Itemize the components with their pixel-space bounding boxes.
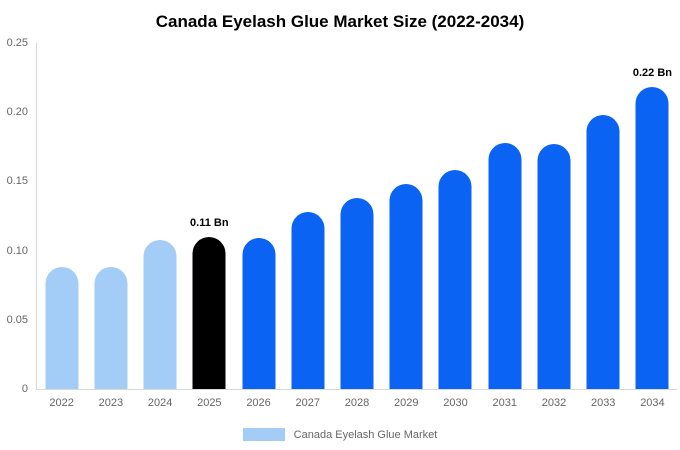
x-tick-label-2029: 2029 <box>394 397 419 409</box>
y-tick-label-0.20: 0.20 <box>6 106 28 119</box>
chart-title: Canada Eyelash Glue Market Size (2022-20… <box>155 12 525 31</box>
bar-2025[interactable] <box>192 236 226 389</box>
bar-2028[interactable] <box>340 198 374 389</box>
x-tick-label-2024: 2024 <box>147 397 173 409</box>
legend-item[interactable]: Canada Eyelash Glue Market <box>0 428 680 441</box>
bar-2032[interactable] <box>537 144 571 389</box>
bar-slot-2031: 2031 <box>480 43 529 409</box>
x-tick-label-2028: 2028 <box>344 397 370 409</box>
x-tick-label-2032: 2032 <box>541 397 567 409</box>
bar-slot-2030: 2030 <box>431 43 480 409</box>
y-axis: 0 0.05 0.10 0.15 0.20 0.25 <box>0 37 30 395</box>
bar-2031[interactable] <box>488 142 522 389</box>
legend-swatch <box>242 428 285 441</box>
bar-value-label-2034: 0.22 Bn <box>632 67 672 80</box>
bar-2033[interactable] <box>586 114 620 389</box>
y-tick-label-0.10: 0.10 <box>6 244 28 257</box>
bar-slot-2024: 2024 <box>135 43 184 409</box>
bar-2030[interactable] <box>438 170 472 389</box>
x-tick-label-2027: 2027 <box>295 397 321 409</box>
bar-2023[interactable] <box>94 267 128 389</box>
x-tick-label-2033: 2033 <box>590 397 616 409</box>
y-tick-label-0.05: 0.05 <box>6 313 28 326</box>
bar-2026[interactable] <box>242 238 276 389</box>
bar-2034[interactable] <box>635 87 669 389</box>
x-tick-label-2030: 2030 <box>443 397 468 409</box>
bar-value-label-2025: 0.11 Bn <box>190 216 229 229</box>
bar-slot-2026: 2026 <box>234 43 283 409</box>
bar-2029[interactable] <box>389 184 423 389</box>
y-tick-label-0: 0 <box>21 383 28 395</box>
bar-slot-2027: 2027 <box>283 43 332 409</box>
x-tick-label-2026: 2026 <box>246 397 271 409</box>
x-tick-label-2023: 2023 <box>98 397 124 409</box>
bar-slot-2032: 2032 <box>529 43 578 409</box>
y-tick-label-0.15: 0.15 <box>6 175 28 188</box>
bar-2022[interactable] <box>45 267 79 389</box>
bar-slot-2023: 2023 <box>86 43 135 409</box>
x-tick-label-2025: 2025 <box>197 397 222 409</box>
x-tick-label-2022: 2022 <box>49 397 74 409</box>
bar-2027[interactable] <box>291 211 325 389</box>
bar-2024[interactable] <box>143 239 177 389</box>
plot-area: 2022 2023 2024 2025 0.11 Bn 2026 2027 2028 2029 2… <box>36 43 677 409</box>
bar-slot-2029: 2029 <box>382 43 431 409</box>
bar-slot-2025: 2025 0.11 Bn <box>185 43 234 409</box>
bar-slot-2034: 2034 0.22 Bn <box>628 43 677 409</box>
x-tick-label-2031: 2031 <box>492 397 517 409</box>
x-tick-label-2034: 2034 <box>640 397 665 409</box>
legend-label: Canada Eyelash Glue Market <box>293 428 438 441</box>
y-tick-label-0.25: 0.25 <box>6 37 28 49</box>
bar-slot-2022: 2022 <box>37 43 86 409</box>
bar-slot-2028: 2028 <box>332 43 381 409</box>
bar-slot-2033: 2033 <box>579 43 628 409</box>
